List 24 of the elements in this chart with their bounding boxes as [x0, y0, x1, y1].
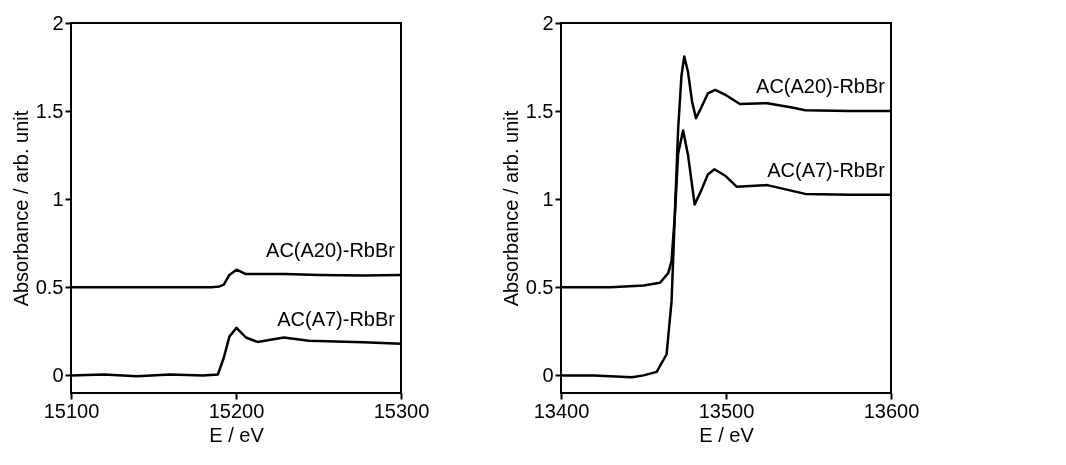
y-tick-label: 0.5 [525, 275, 554, 298]
y-tick-label: 1.5 [35, 99, 64, 122]
series-label: AC(A20)-RbBr [266, 238, 396, 261]
y-tick-label: 1 [52, 187, 64, 210]
series-label: AC(A20)-RbBr [756, 75, 886, 98]
y-axis-title: Absorbance / arb. unit [499, 110, 522, 307]
y-tick-label: 1 [542, 187, 554, 210]
x-tick-label: 13400 [533, 399, 590, 422]
series-label: AC(A7)-RbBr [277, 307, 396, 330]
x-tick-label: 15300 [373, 399, 430, 422]
x-axis-title: E / eV [209, 423, 265, 446]
y-tick-label: 2 [542, 11, 554, 34]
x-tick-label: 15100 [43, 399, 100, 422]
series-label: AC(A7)-RbBr [767, 158, 886, 181]
y-tick-label: 2 [52, 11, 64, 34]
y-tick-label: 0 [542, 363, 554, 386]
x-tick-label: 13600 [863, 399, 920, 422]
x-axis-title: E / eV [699, 423, 755, 446]
x-tick-label: 15200 [208, 399, 265, 422]
y-tick-label: 1.5 [525, 99, 554, 122]
y-tick-label: 0.5 [35, 275, 64, 298]
x-tick-label: 13500 [698, 399, 755, 422]
y-tick-label: 0 [52, 363, 64, 386]
y-axis-title: Absorbance / arb. unit [9, 110, 32, 307]
